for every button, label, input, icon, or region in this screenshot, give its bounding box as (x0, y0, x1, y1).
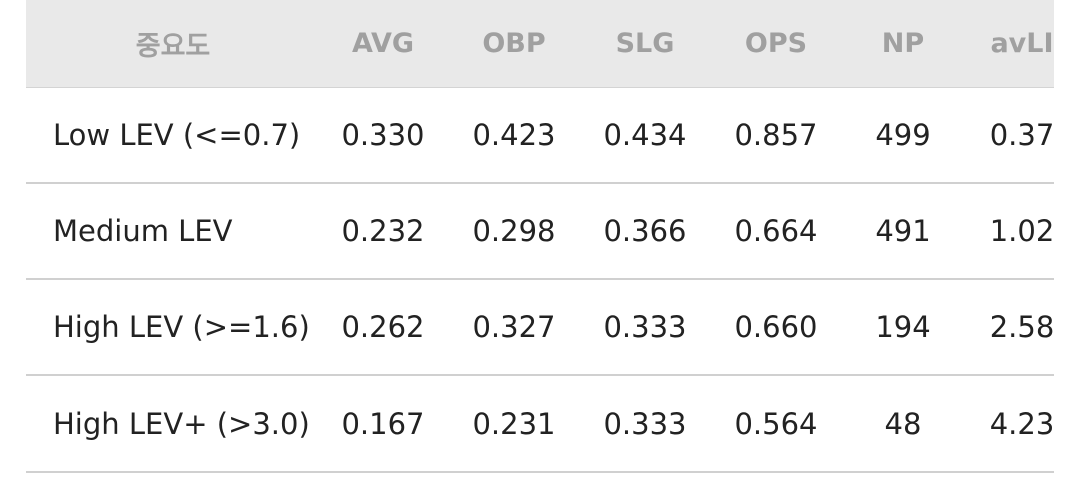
header-cell: avLI (990, 28, 1054, 59)
cell-value: 0.262 (341, 310, 425, 344)
cell-value: 0.857 (734, 118, 818, 152)
cell-value: 194 (875, 310, 931, 344)
table-row: Medium LEV 0.232 0.298 0.366 0.664 491 1.02 (26, 184, 1054, 280)
table: 중요도 AVG OBP SLG OPS NP avLI Low LEV (<=0.7) 0.3… (26, 0, 1054, 481)
cell-value: 1.02 (989, 214, 1054, 248)
cell-value: 0.434 (603, 118, 687, 152)
cell-value: 0.298 (472, 214, 556, 248)
row-label: Medium LEV (53, 214, 233, 248)
cell-value: 0.423 (472, 118, 556, 152)
cell-value: 0.167 (341, 407, 425, 441)
cell-value: 4.23 (989, 407, 1054, 441)
cell-value: 0.333 (603, 407, 687, 441)
header-cell: 중요도 (135, 31, 211, 62)
header-row: 중요도 AVG OBP SLG OPS NP avLI (26, 0, 1054, 88)
header-cell: OPS (744, 28, 808, 59)
cell-value: 48 (884, 407, 922, 441)
cell-value: 0.330 (341, 118, 425, 152)
cell-value: 0.664 (734, 214, 818, 248)
row-label: Low LEV (<=0.7) (53, 118, 301, 152)
table-row: Low LEV (<=0.7) 0.330 0.423 0.434 0.857 499 0.… (26, 88, 1054, 184)
row-label: High LEV+ (>3.0) (53, 407, 310, 441)
cell-value: 499 (875, 118, 931, 152)
cell-value: 0.564 (734, 407, 818, 441)
table-row: High LEV (>=1.6) 0.262 0.327 0.333 0.660 194 2… (26, 280, 1054, 376)
cell-value: 491 (875, 214, 931, 248)
cell-value: 0.327 (472, 310, 556, 344)
row-label: High LEV (>=1.6) (53, 310, 310, 344)
cell-value: 0.232 (341, 214, 425, 248)
cell-value: 0.231 (472, 407, 556, 441)
header-cell: AVG (351, 28, 415, 59)
cell-value: 0.366 (603, 214, 687, 248)
table-row: High LEV+ (>3.0) 0.167 0.231 0.333 0.564 48 4.… (26, 377, 1054, 473)
cell-value: 0.333 (603, 310, 687, 344)
header-cell: OBP (482, 28, 546, 59)
header-cell: NP (881, 28, 925, 59)
header-cell: SLG (615, 28, 675, 59)
cell-value: 0.37 (989, 118, 1054, 152)
cell-value: 0.660 (734, 310, 818, 344)
cell-value: 2.58 (989, 310, 1054, 344)
